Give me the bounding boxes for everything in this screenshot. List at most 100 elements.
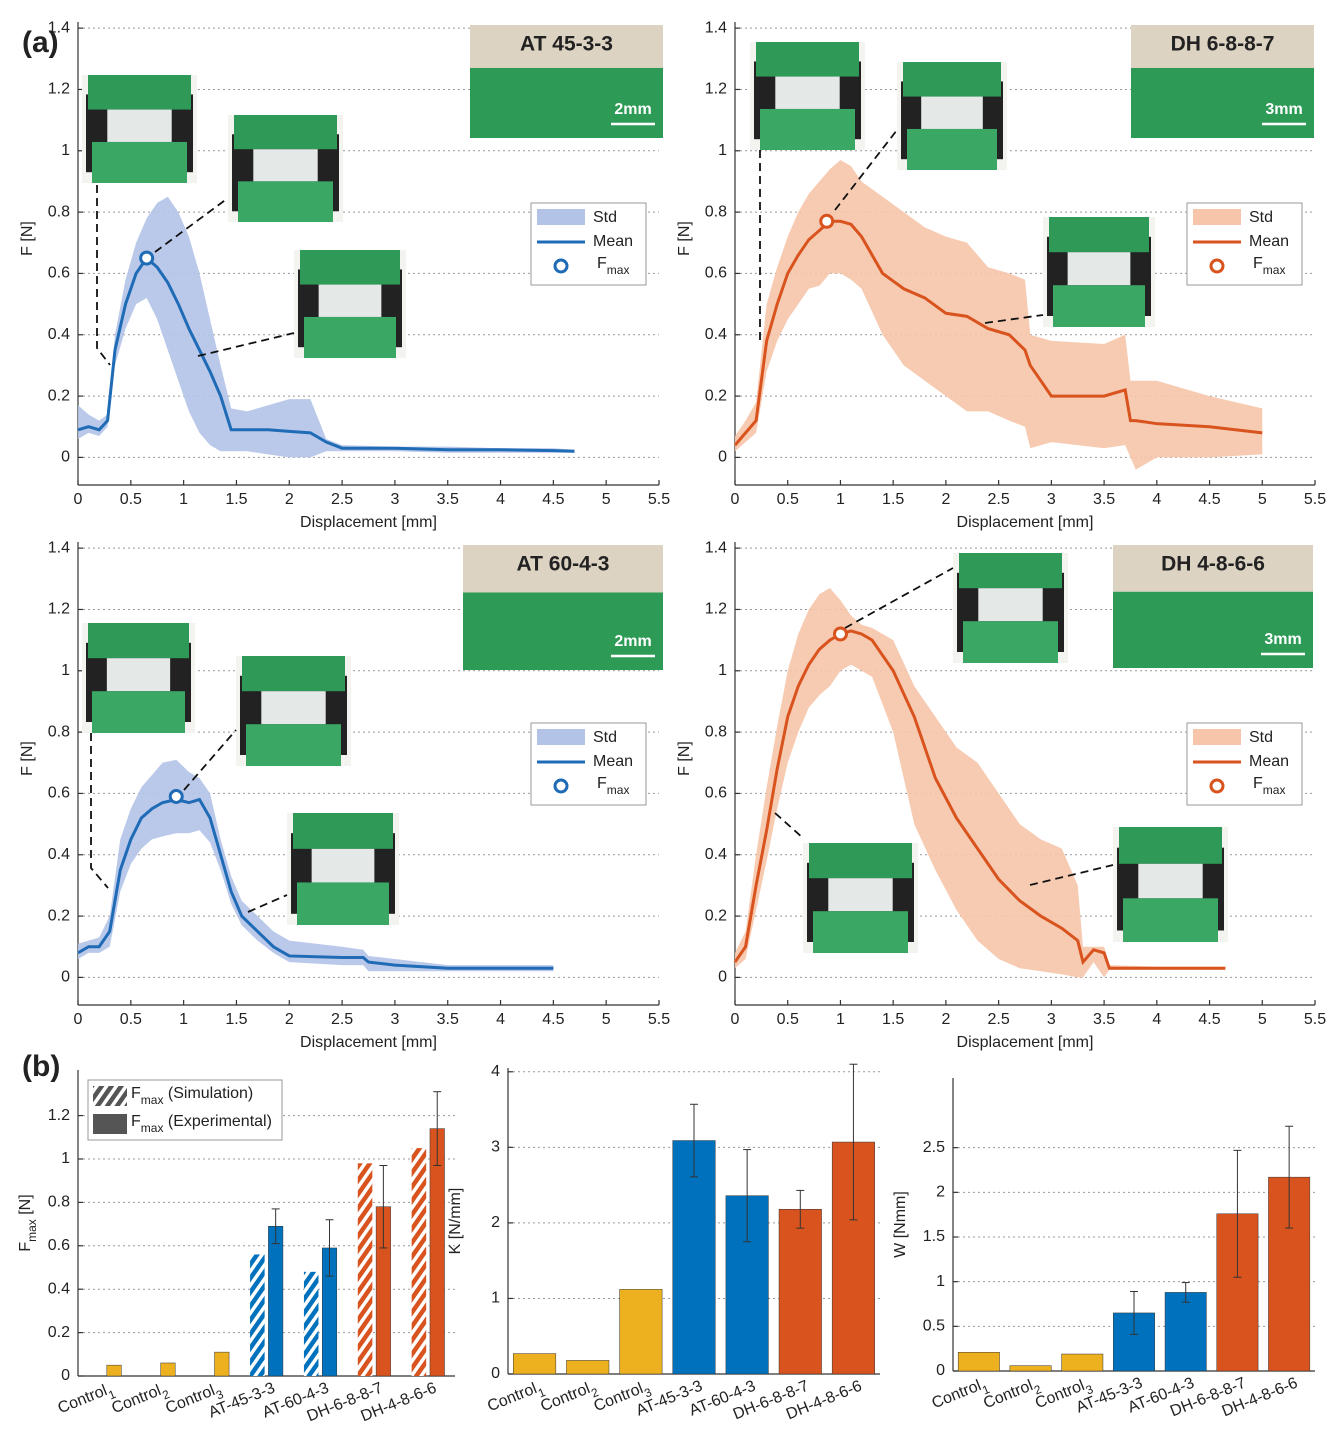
photo — [803, 843, 918, 953]
photo-top — [88, 623, 189, 659]
y-tick-label: 0.8 — [705, 203, 727, 220]
fmax-marker — [139, 250, 155, 266]
leader-line — [90, 733, 109, 889]
y-tick-label: 1 — [491, 1290, 500, 1307]
legend-label: Mean — [1249, 753, 1289, 770]
x-tick-label: 4.5 — [542, 491, 564, 508]
bar — [957, 1351, 1000, 1372]
inset-title: AT 60-4-3 — [517, 553, 610, 576]
bar — [672, 1140, 716, 1375]
photo-bottom — [92, 691, 185, 733]
mean-line — [733, 219, 1263, 447]
leader-line — [984, 314, 1044, 324]
std-band — [78, 196, 575, 458]
legend-label: Std — [1249, 729, 1273, 746]
x-tick-label: 0.5 — [777, 1011, 799, 1028]
subscript: 3 — [642, 1385, 654, 1401]
y-tick-label: 1 — [936, 1273, 945, 1290]
inset-photo-body — [1131, 67, 1314, 138]
photo-core — [1067, 252, 1131, 286]
text-part: (Simulation) — [163, 1085, 253, 1102]
leader-line — [154, 197, 229, 253]
y-tick-label: 0 — [61, 1367, 70, 1384]
y-axis-label: W [Nmm] — [892, 1191, 909, 1258]
photo-top — [300, 250, 400, 285]
legend-label: Fmax — [597, 255, 629, 277]
inset-photo-sky — [470, 25, 663, 68]
y-tick-label: 0.2 — [48, 387, 70, 404]
text-part: Control — [981, 1377, 1035, 1412]
x-axis-label: Displacement [mm] — [957, 514, 1094, 531]
bar — [513, 1353, 557, 1375]
legend-swatch — [1193, 209, 1241, 225]
text-part: W [Nmm] — [892, 1191, 909, 1258]
error-bar — [849, 1063, 858, 1221]
x-tick-label: 3 — [1047, 1011, 1056, 1028]
x-tick-label: 2 — [941, 491, 950, 508]
x-tick-label: 4.5 — [1198, 1011, 1220, 1028]
inset-photo-body — [1113, 591, 1313, 668]
photo-bottom — [1053, 285, 1145, 327]
x-tick-label: 5.5 — [1304, 491, 1326, 508]
y-tick-label: 1.2 — [705, 81, 727, 98]
bar — [1164, 1292, 1207, 1372]
legend-label: Fmax (Experimental) — [131, 1113, 272, 1135]
photo-bottom — [1123, 898, 1218, 942]
x-tick-label: 3.5 — [437, 1011, 459, 1028]
mean-line — [77, 255, 575, 453]
photo-core — [253, 149, 318, 182]
y-tick-label: 4 — [491, 1063, 500, 1080]
x-tick-label: 1.5 — [882, 491, 904, 508]
y-tick-label: 0 — [491, 1365, 500, 1382]
y-tick-label: 0.2 — [48, 1324, 70, 1341]
x-tick-label: 3.5 — [1093, 491, 1115, 508]
legend-swatch — [1193, 729, 1241, 745]
text-part: Control — [930, 1377, 984, 1412]
inset-photo-sky — [1113, 545, 1313, 592]
x-tick-label: 1 — [179, 491, 188, 508]
x-tick-label: 2 — [941, 1011, 950, 1028]
x-tick-label: 3 — [390, 491, 399, 508]
error-bar — [271, 1208, 280, 1245]
y-tick-label: 2 — [491, 1214, 500, 1231]
fmax-marker — [832, 626, 848, 642]
legend-swatch — [537, 209, 585, 225]
y-tick-label: 0.2 — [48, 907, 70, 924]
x-tick-label: 5.5 — [648, 491, 670, 508]
x-tick-label: 4 — [1152, 491, 1161, 508]
photo-top — [959, 553, 1062, 589]
y-tick-label: 1 — [61, 142, 70, 159]
text-part: F — [597, 775, 607, 792]
error-bar — [1233, 1149, 1242, 1278]
y-tick-label: 0.8 — [705, 723, 727, 740]
legend-label: Std — [593, 209, 617, 226]
y-tick-label: 0.4 — [48, 326, 70, 343]
photo-core — [921, 96, 983, 129]
photo-core — [1138, 863, 1203, 899]
error-bar — [325, 1219, 334, 1277]
x-tick-label: 1.5 — [225, 491, 247, 508]
x-tick-label: 1 — [836, 491, 845, 508]
photo-top — [234, 115, 337, 150]
photo-core — [775, 76, 840, 109]
y-tick-label: 0.6 — [48, 1237, 70, 1254]
subscript: max — [25, 1219, 39, 1242]
legend-label: Mean — [593, 753, 633, 770]
photo-core — [261, 691, 326, 725]
text-part: Control — [485, 1380, 539, 1415]
x-tick-label: 2.5 — [331, 491, 353, 508]
x-tick-label: 0 — [731, 491, 740, 508]
bar — [268, 1226, 284, 1377]
x-tick-label: 4 — [496, 491, 505, 508]
x-tick-label: 0 — [731, 1011, 740, 1028]
legend-swatch — [553, 258, 569, 274]
y-tick-label: 0.2 — [705, 907, 727, 924]
x-tick-label: 5 — [602, 491, 611, 508]
std-band — [735, 159, 1263, 470]
x-tick-label: 1 — [836, 1011, 845, 1028]
subscript: 2 — [160, 1387, 172, 1403]
y-tick-label: 0.6 — [705, 785, 727, 802]
subscript: max — [1263, 783, 1286, 797]
y-tick-label: 1.4 — [705, 539, 727, 556]
